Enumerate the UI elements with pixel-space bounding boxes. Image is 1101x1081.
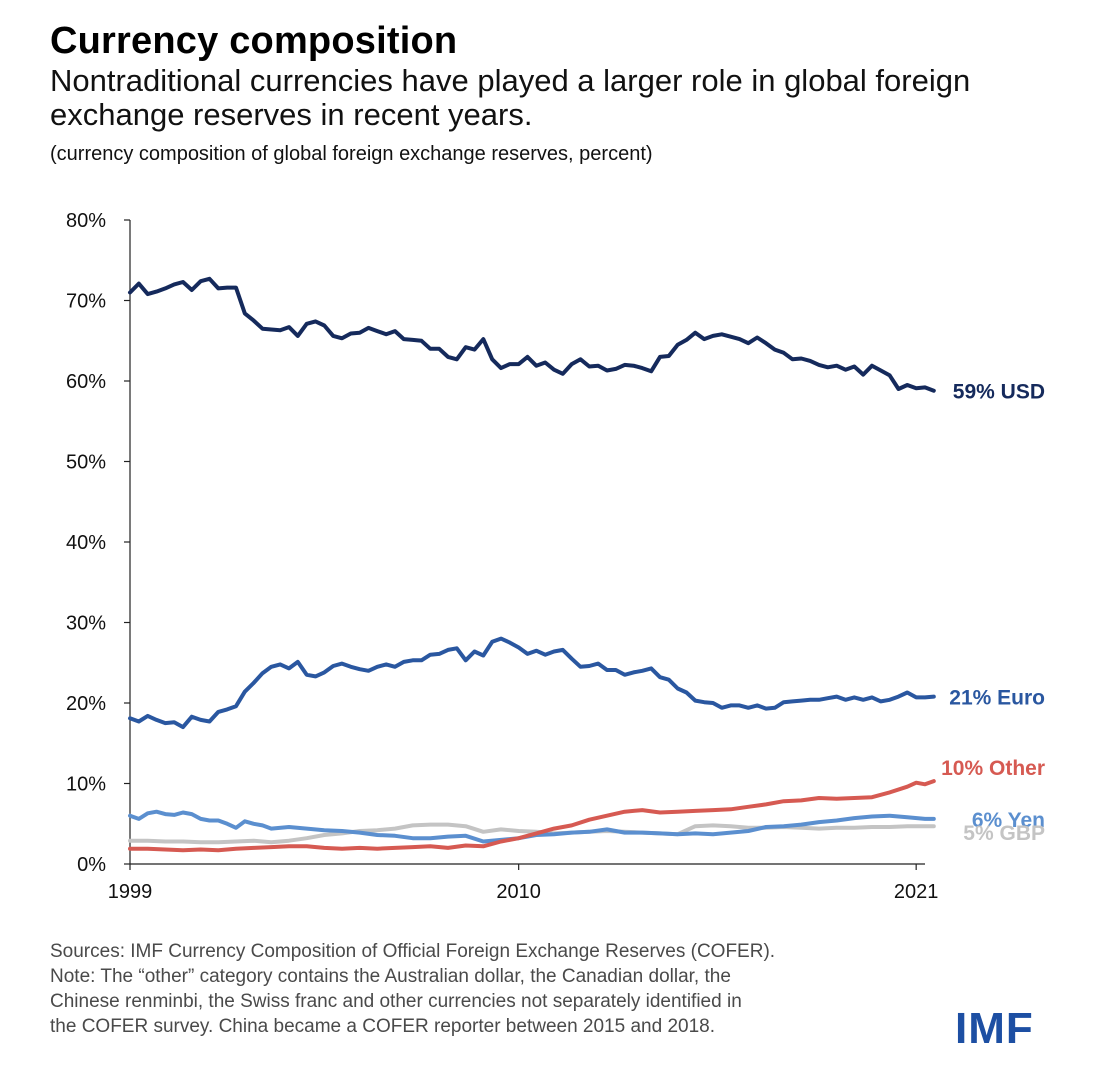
series-line-2	[128, 779, 936, 853]
note-line-1: Note: The “other” category contains the …	[50, 966, 731, 987]
unit-note: (currency composition of global foreign …	[50, 143, 653, 165]
series-line-0	[128, 276, 936, 393]
chart-subtitle: Nontraditional currencies have played a …	[50, 63, 971, 132]
y-tick-label: 70%	[66, 291, 106, 313]
x-tick-label: 2021	[894, 881, 939, 903]
x-tick-label: 2010	[496, 881, 541, 903]
note-line-3: the COFER survey. China became a COFER r…	[50, 1016, 715, 1037]
y-tick-label: 50%	[66, 452, 106, 474]
series-label: 59% USD	[953, 381, 1045, 404]
y-tick-label: 30%	[66, 613, 106, 635]
series-label: 5% GBP	[963, 822, 1045, 845]
chart-title: Currency composition	[50, 20, 458, 62]
y-tick-label: 0%	[77, 854, 106, 876]
series-layer	[128, 276, 936, 853]
y-tick-label: 40%	[66, 532, 106, 554]
y-tick-label: 20%	[66, 693, 106, 715]
y-tick-label: 80%	[66, 210, 106, 232]
imf-logo: IMF	[955, 1004, 1034, 1053]
note-line-2: Chinese renminbi, the Swiss franc and ot…	[50, 991, 742, 1012]
chart-footer: Sources: IMF Currency Composition of Off…	[50, 939, 950, 1039]
series-line-1	[128, 636, 936, 730]
series-label: 21% Euro	[949, 687, 1045, 710]
series-label: 10% Other	[941, 757, 1045, 780]
y-tick-label: 10%	[66, 774, 106, 796]
x-tick-label: 1999	[108, 881, 153, 903]
series-label: 6% Yen	[972, 809, 1045, 832]
chart-axes: 0% 10% 20% 30% 40% 50% 60% 70% 80% 1999 2010 2021	[66, 210, 938, 903]
sources-line: Sources: IMF Currency Composition of Off…	[50, 941, 776, 962]
series-line-3	[128, 809, 936, 844]
y-tick-label: 60%	[66, 371, 106, 393]
